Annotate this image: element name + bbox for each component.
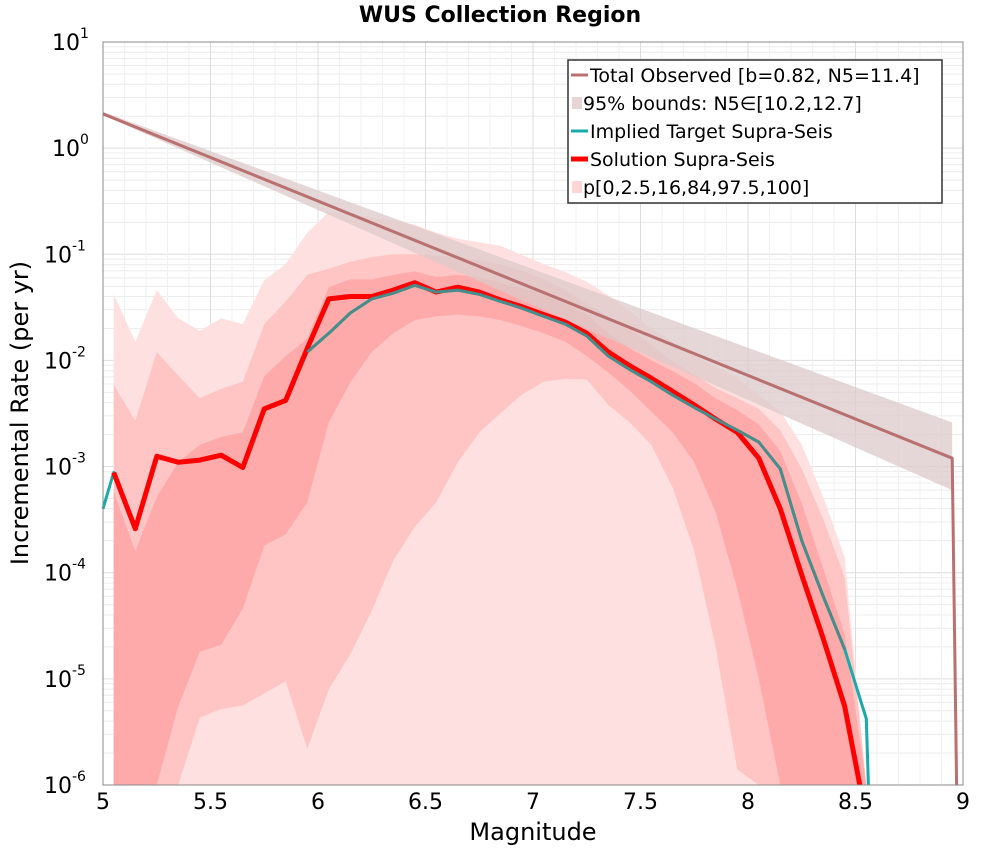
x-axis-label: Magnitude xyxy=(469,818,596,846)
legend: Total Observed [b=0.82, N5=11.4] 95% boun… xyxy=(567,59,943,204)
x-axis-ticks: 5 5.5 6 6.5 7 7.5 8 8.5 9 xyxy=(96,790,970,815)
observed-bounds-polygon xyxy=(103,111,953,491)
y-tick-label: 10-2 xyxy=(44,344,86,374)
legend-label: 95% bounds: N5∈[10.2,12.7] xyxy=(583,93,862,115)
legend-swatch xyxy=(572,97,582,109)
legend-label: Total Observed [b=0.82, N5=11.4] xyxy=(589,65,920,87)
x-tick-label: 6.5 xyxy=(408,790,443,815)
x-tick-label: 7.5 xyxy=(623,790,658,815)
legend-label: p[0,2.5,16,84,97.5,100] xyxy=(583,177,809,199)
y-tick-label: 10-1 xyxy=(44,238,86,268)
x-tick-label: 8 xyxy=(741,790,755,815)
x-tick-label: 9 xyxy=(956,790,970,815)
y-tick-label: 10-6 xyxy=(44,769,86,799)
y-axis-ticks: 101 100 10-1 10-2 10-3 10-4 10-5 10-6 xyxy=(44,26,89,799)
y-axis-label: Incremental Rate (per yr) xyxy=(6,261,34,565)
plot-frame xyxy=(102,41,964,786)
x-tick-label: 7 xyxy=(526,790,540,815)
y-tick-label: 100 xyxy=(52,132,89,162)
x-tick-label: 5 xyxy=(96,790,110,815)
y-tick-label: 101 xyxy=(52,26,89,56)
legend-label: Implied Target Supra-Seis xyxy=(590,121,833,143)
legend-label: Solution Supra-Seis xyxy=(590,149,775,171)
x-tick-label: 5.5 xyxy=(193,790,228,815)
legend-swatch xyxy=(572,181,582,193)
y-tick-label: 10-3 xyxy=(44,451,86,481)
x-tick-label: 8.5 xyxy=(838,790,873,815)
y-tick-label: 10-4 xyxy=(44,557,86,587)
y-tick-label: 10-5 xyxy=(44,663,86,693)
chart-title: WUS Collection Region xyxy=(359,3,641,28)
legend-box xyxy=(567,59,943,204)
observed-line xyxy=(102,112,959,786)
observed-bounds-band xyxy=(103,111,953,491)
target-line-overlap xyxy=(306,283,847,650)
solution-line xyxy=(111,280,863,786)
x-tick-label: 6 xyxy=(311,790,325,815)
series-lines xyxy=(101,112,959,786)
